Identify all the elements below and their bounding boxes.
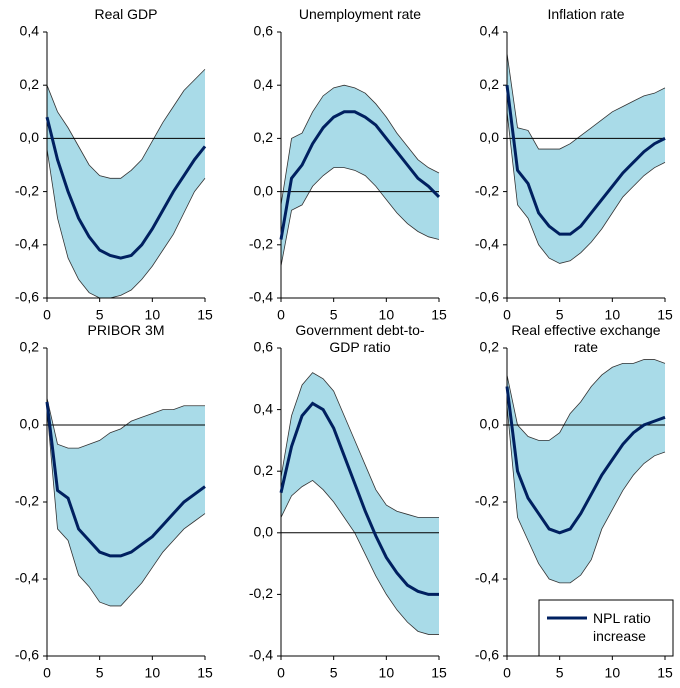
x-tick-label: 15 <box>431 665 447 681</box>
x-tick-label: 10 <box>145 307 161 323</box>
y-tick-label: 0,2 <box>480 339 500 355</box>
y-tick-label: 0,2 <box>254 462 274 478</box>
x-tick-label: 5 <box>96 665 104 681</box>
panel: -0,6 -0,4 -0,2 0,0 0,2 0,4 0 5 10 15 <box>15 23 213 323</box>
x-tick-label: 10 <box>145 665 161 681</box>
panel-title: Real GDP <box>94 6 158 22</box>
band-edge <box>506 111 666 264</box>
y-tick-label: 0,0 <box>20 416 40 432</box>
y-tick-label: -0,4 <box>15 570 39 586</box>
y-tick-label: 0,2 <box>20 76 40 92</box>
y-tick-label: -0,2 <box>475 493 499 509</box>
y-tick-label: 0,0 <box>480 129 500 145</box>
confidence-band <box>281 372 439 635</box>
y-tick-label: -0,4 <box>475 236 499 252</box>
x-tick-label: 0 <box>503 307 511 323</box>
y-tick-label: 0,4 <box>20 23 40 39</box>
y-tick-label: 0,4 <box>254 76 274 92</box>
x-tick-label: 10 <box>605 307 621 323</box>
panel-title: Government debt-to-GDP ratio <box>295 322 425 355</box>
legend-box <box>538 599 674 657</box>
line <box>505 85 666 236</box>
y-tick-label: -0,4 <box>249 647 273 663</box>
y-tick-label: 0,2 <box>480 76 500 92</box>
x-tick-label: 5 <box>556 665 564 681</box>
x-tick-label: 10 <box>379 307 395 323</box>
y-tick-label: -0,2 <box>249 236 273 252</box>
y-tick-label: -0,4 <box>475 570 499 586</box>
confidence-band <box>47 398 205 606</box>
band-edge <box>280 479 439 635</box>
x-tick-label: 15 <box>197 665 213 681</box>
x-tick-label: 5 <box>330 665 338 681</box>
y-tick-label: -0,6 <box>15 647 39 663</box>
line <box>279 401 439 596</box>
y-tick-label: -0,6 <box>475 289 499 305</box>
y-tick-label: -0,2 <box>249 585 273 601</box>
line <box>45 116 207 260</box>
x-tick-label: 15 <box>657 665 673 681</box>
x-tick-label: 15 <box>197 307 213 323</box>
line <box>279 110 441 240</box>
panel-title: PRIBOR 3M <box>87 322 165 338</box>
y-tick-label: -0,4 <box>249 289 273 305</box>
x-tick-label: 15 <box>657 307 673 323</box>
y-tick-label: 0,0 <box>254 182 274 198</box>
x-tick-label: 5 <box>556 307 564 323</box>
panel-title: Real effective exchange rate <box>511 322 661 355</box>
y-tick-label: -0,2 <box>15 182 39 198</box>
y-tick-label: 0,0 <box>480 416 500 432</box>
band-edge <box>280 167 440 267</box>
x-tick-label: 15 <box>431 307 447 323</box>
x-tick-label: 0 <box>277 307 285 323</box>
confidence-band <box>47 69 205 299</box>
confidence-band <box>507 53 665 264</box>
legend-label: NPL ratio increase <box>593 610 651 644</box>
panel: -0,6 -0,4 -0,2 0,0 0,2 0 5 10 15 <box>475 339 674 681</box>
y-tick-label: 0,6 <box>254 23 274 39</box>
y-tick-label: 0,0 <box>254 524 274 540</box>
x-tick-label: 10 <box>605 665 621 681</box>
band-edge <box>506 405 666 584</box>
y-tick-label: 0,0 <box>20 129 40 145</box>
y-tick-label: -0,2 <box>15 493 39 509</box>
y-tick-label: 0,2 <box>20 339 40 355</box>
panel: -0,4 -0,2 0,0 0,2 0,4 0,6 0 5 10 15 <box>249 23 447 323</box>
panel-title: Unemployment rate <box>298 6 422 22</box>
band-edge <box>280 84 440 205</box>
panel-title: Inflation rate <box>547 6 625 22</box>
band-edge <box>280 372 439 518</box>
x-tick-label: 5 <box>96 307 104 323</box>
x-tick-label: 5 <box>330 307 338 323</box>
panel: -0,6 -0,4 -0,2 0,0 0,2 0,4 0 5 10 15 <box>475 23 673 323</box>
band-edge <box>46 68 206 179</box>
panel: -0,4 -0,2 0,0 0,2 0,4 0,6 0 5 10 15 <box>249 339 447 681</box>
y-tick-label: 0,6 <box>254 339 274 355</box>
y-tick-label: 0,4 <box>254 400 274 416</box>
y-tick-label: -0,6 <box>475 647 499 663</box>
y-tick-label: -0,6 <box>15 289 39 305</box>
confidence-band <box>507 359 665 583</box>
band-edge <box>506 359 666 441</box>
x-tick-label: 0 <box>277 665 285 681</box>
x-tick-label: 10 <box>379 665 395 681</box>
band-edge <box>46 409 206 607</box>
line <box>45 401 206 558</box>
panel: -0,6 -0,4 -0,2 0,0 0,2 0 5 10 15 <box>15 339 213 681</box>
band-edge <box>46 148 206 299</box>
y-tick-label: -0,4 <box>15 236 39 252</box>
y-tick-label: 0,4 <box>480 23 500 39</box>
x-tick-label: 0 <box>43 307 51 323</box>
x-tick-label: 0 <box>43 665 51 681</box>
y-tick-label: -0,2 <box>475 182 499 198</box>
line <box>505 386 666 535</box>
y-tick-label: 0,2 <box>254 129 274 145</box>
x-tick-label: 0 <box>503 665 511 681</box>
band-edge <box>506 53 666 150</box>
